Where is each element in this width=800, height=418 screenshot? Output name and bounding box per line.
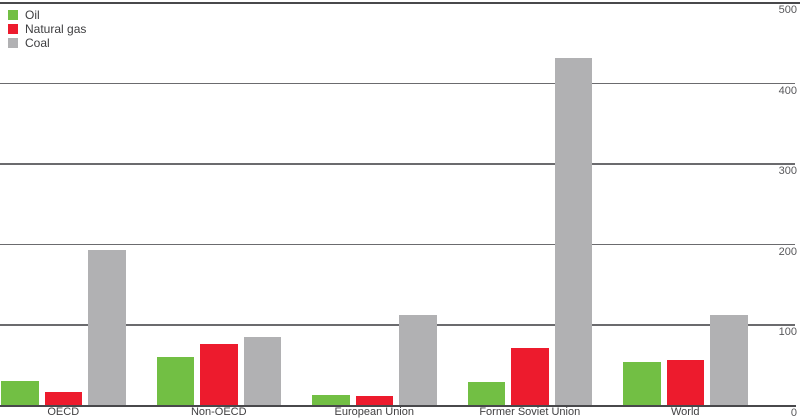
x-category-label: Former Soviet Union (479, 406, 581, 418)
bar-oil (1, 380, 39, 405)
y-tick-label: 100 (778, 326, 797, 339)
x-category-label: Non-OECD (190, 406, 247, 418)
y-tick-label: 0 (790, 407, 797, 418)
bar-oil (623, 362, 661, 405)
legend-item-oil: Oil (8, 8, 86, 22)
bottom-axis-line (0, 405, 796, 407)
legend-label: Oil (25, 8, 40, 22)
legend-label: Coal (25, 36, 50, 50)
y-tick-label: 200 (778, 245, 797, 258)
bar-natural-gas (666, 359, 704, 405)
bar-oil (312, 395, 350, 405)
top-axis-line (0, 2, 800, 4)
y-tick-label: 400 (778, 84, 797, 97)
x-category-label: European Union (334, 406, 414, 418)
bar-natural-gas (200, 343, 238, 405)
bar-coal (710, 314, 748, 405)
legend: Oil Natural gas Coal (8, 8, 86, 50)
bar-natural-gas (44, 392, 82, 405)
natural-gas-color-swatch (8, 24, 18, 34)
x-category-label: World (670, 406, 700, 418)
bar-oil (156, 356, 194, 405)
oil-color-swatch (8, 10, 18, 20)
x-category-label: OECD (47, 406, 80, 418)
legend-label: Natural gas (25, 22, 87, 36)
coal-color-swatch (8, 38, 18, 48)
bar-oil (467, 382, 505, 405)
gridline (0, 243, 795, 246)
gridline (0, 324, 795, 326)
y-tick-label: 300 (778, 165, 797, 178)
bar-coal (88, 250, 126, 405)
gridline (0, 82, 795, 85)
bar-natural-gas (511, 347, 549, 405)
bar-coal (399, 314, 437, 405)
legend-item-coal: Coal (8, 36, 86, 50)
y-tick-label: 500 (778, 4, 797, 16)
bar-coal (554, 58, 592, 405)
gridline (0, 163, 795, 165)
bar-natural-gas (355, 396, 393, 405)
legend-item-natural-gas: Natural gas (8, 22, 86, 36)
bar-coal (243, 337, 281, 405)
